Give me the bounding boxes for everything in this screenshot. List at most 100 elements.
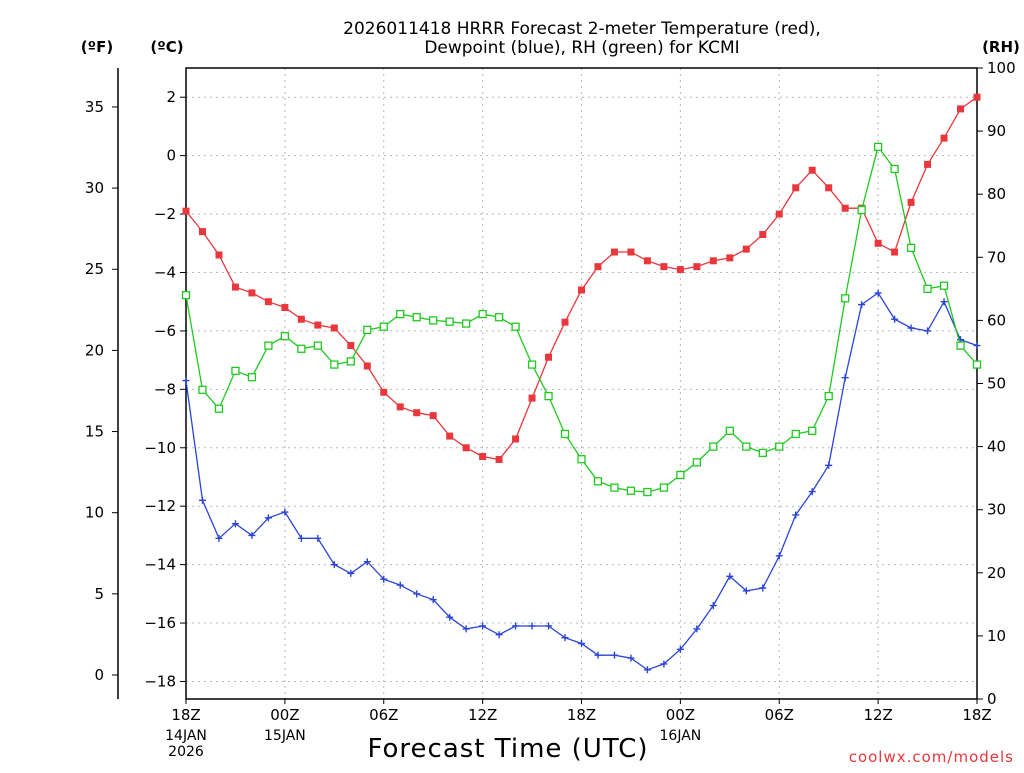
rh-point [461,319,471,328]
celsius-tick-label: −10 [144,439,176,457]
rh-point [906,243,916,252]
rh-point [544,391,553,401]
rh-point [560,429,570,439]
x-date-label: 14JAN [165,728,207,744]
temperature-point [446,432,454,440]
rh-point [396,309,405,319]
temperature-point [512,435,520,443]
temperature-point [297,315,305,323]
rh-series [181,142,982,497]
rh-point [725,426,734,435]
temperature-point [726,254,734,262]
rh-point [445,317,454,326]
rh-point [692,458,702,467]
rh-point [972,360,982,369]
x-date-label: 15JAN [264,728,306,744]
dewpoint-point [907,324,915,332]
rh-point [297,344,306,353]
rh-tick-label: 30 [987,501,1006,519]
temperature-point [924,160,932,168]
rh-point [939,281,949,290]
rh-tick-label: 20 [987,564,1006,582]
dewpoint-point [627,654,635,662]
temperature-point [413,409,421,417]
x-tick-label: 00Z [270,706,299,724]
temperature-point [825,184,833,192]
temperature-point [775,210,783,218]
dewpoint-series [182,289,981,674]
x-tick-label: 18Z [171,706,200,724]
temperature-point [380,388,388,396]
rh-point [577,455,586,464]
rh-point [313,341,322,350]
rh-point [890,164,899,174]
dewpoint-point [742,587,750,595]
dewpoint-point [858,301,866,309]
dewpoint-point [610,651,618,659]
rh-tick-label: 80 [987,185,1006,203]
temperature-point [891,248,899,256]
rh-point [330,360,339,369]
rh-tick-label: 90 [987,122,1006,140]
dewpoint-point [380,575,388,583]
temperature-point [709,257,717,265]
celsius-tick-label: 0 [166,147,176,165]
temperature-point [561,318,569,326]
credit-link[interactable]: coolwx.com/models [849,748,1014,766]
dewpoint-point [413,590,421,598]
x-tick-label: 18Z [567,706,596,724]
dewpoint-point [182,377,190,385]
plot-frame [185,67,978,700]
chart-title-line1: 2026011418 HRRR Forecast 2-meter Tempera… [343,19,821,39]
celsius-tick-label: −2 [154,205,176,223]
dewpoint-point [347,569,355,577]
temperature-point [182,207,190,215]
celsius-tick-label: −12 [144,497,176,515]
celsius-tick-label: −6 [154,322,176,340]
dewpoint-point [248,531,256,539]
dewpoint-point [462,625,470,633]
temperature-point [330,324,338,332]
x-date-label: 16JAN [660,728,702,744]
x-tick-label: 06Z [765,706,794,724]
rh-point [198,385,207,394]
temperature-point [627,248,635,256]
temperature-point [545,353,553,361]
axes: 20−2−4−6−8−10−12−14−16−18353025201510501… [85,59,1016,760]
rh-point [643,487,652,497]
rh-point [626,486,636,495]
dewpoint-point [709,602,717,610]
rh-point [494,313,504,322]
dewpoint-point [594,651,602,659]
dewpoint-point [726,572,734,580]
dewpoint-point [759,584,767,592]
dewpoint-point [396,581,404,589]
temperature-point [792,184,800,192]
rh-point [346,357,355,366]
rh-tick-label: 0 [987,690,997,708]
temperature-point [347,342,355,350]
rh-point [808,426,817,435]
dewpoint-point [215,534,223,542]
dewpoint-point [281,508,289,516]
rh-tick-label: 40 [987,438,1006,456]
temperature-point [528,394,536,402]
rh-point [231,366,240,376]
temperature-point [495,455,503,463]
temperature-point [264,298,272,306]
x-date-label: 2026 [168,744,204,760]
x-tick-label: 12Z [863,706,892,724]
dewpoint-point [314,534,322,542]
temperature-point [957,105,965,113]
rh-point [791,429,800,439]
rh-point [264,341,273,350]
dewpoint-point [479,622,487,630]
chart-title-line2: Dewpoint (blue), RH (green) for KCMI [424,38,739,58]
x-tick-label: 00Z [666,706,695,724]
temperature-point [198,228,206,236]
temperature-point [215,251,223,259]
x-tick-label: 06Z [369,706,398,724]
rh-point [511,322,520,331]
